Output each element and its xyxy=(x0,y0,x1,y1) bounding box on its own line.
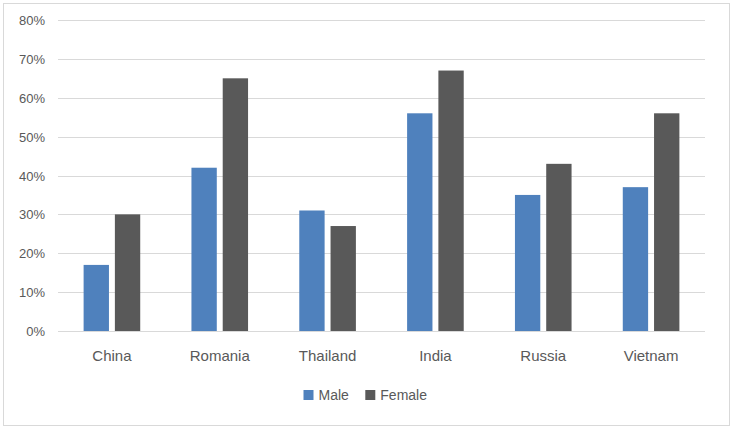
y-tick-label: 40% xyxy=(19,169,45,184)
y-tick-label: 60% xyxy=(19,91,45,106)
legend: Male Female xyxy=(304,387,428,403)
y-tick-label: 0% xyxy=(26,324,45,339)
chart-container: 0% 10% 20% 30% 40% 50% 60% 70% 80% China Romania Th… xyxy=(0,0,733,429)
x-tick-label: Vietnam xyxy=(624,347,679,364)
y-tick-label: 20% xyxy=(19,246,45,261)
y-tick-label: 10% xyxy=(19,285,45,300)
bar xyxy=(84,265,109,331)
chart-svg: 0% 10% 20% 30% 40% 50% 60% 70% 80% China Romania Th… xyxy=(0,0,733,429)
x-tick-label: India xyxy=(419,347,452,364)
y-tick-label: 50% xyxy=(19,130,45,145)
bar xyxy=(438,71,463,331)
y-tick-label: 30% xyxy=(19,207,45,222)
grid-line xyxy=(58,98,705,99)
x-tick-label: Romania xyxy=(190,347,251,364)
x-tick-label: Thailand xyxy=(299,347,357,364)
bar xyxy=(546,164,571,331)
y-tick-label: 80% xyxy=(19,13,45,28)
bar xyxy=(223,78,248,331)
y-tick-label: 70% xyxy=(19,52,45,67)
grid-line xyxy=(58,214,705,215)
legend-label: Female xyxy=(380,387,427,403)
grid-line xyxy=(58,20,705,21)
legend-label: Male xyxy=(319,387,350,403)
bar xyxy=(515,195,540,331)
legend-swatch xyxy=(365,390,375,400)
page: {"chart_data": { "type": "bar", "categor… xyxy=(0,0,733,429)
bar xyxy=(654,113,679,331)
chart-border xyxy=(4,4,730,426)
x-tick-label: Russia xyxy=(520,347,567,364)
grid-line xyxy=(58,253,705,254)
grid-line xyxy=(58,176,705,177)
bars xyxy=(84,71,680,331)
bar xyxy=(115,214,140,331)
grid-line xyxy=(58,59,705,60)
grid-line xyxy=(58,137,705,138)
grid-line xyxy=(58,292,705,293)
bar xyxy=(407,113,432,331)
grid-line xyxy=(58,331,705,332)
x-tick-label: China xyxy=(92,347,132,364)
bar xyxy=(623,187,648,331)
bar xyxy=(331,226,356,331)
bar xyxy=(299,210,324,331)
x-axis-line xyxy=(58,331,705,332)
y-grid xyxy=(58,21,705,332)
legend-swatch xyxy=(304,390,314,400)
bar xyxy=(191,168,216,331)
